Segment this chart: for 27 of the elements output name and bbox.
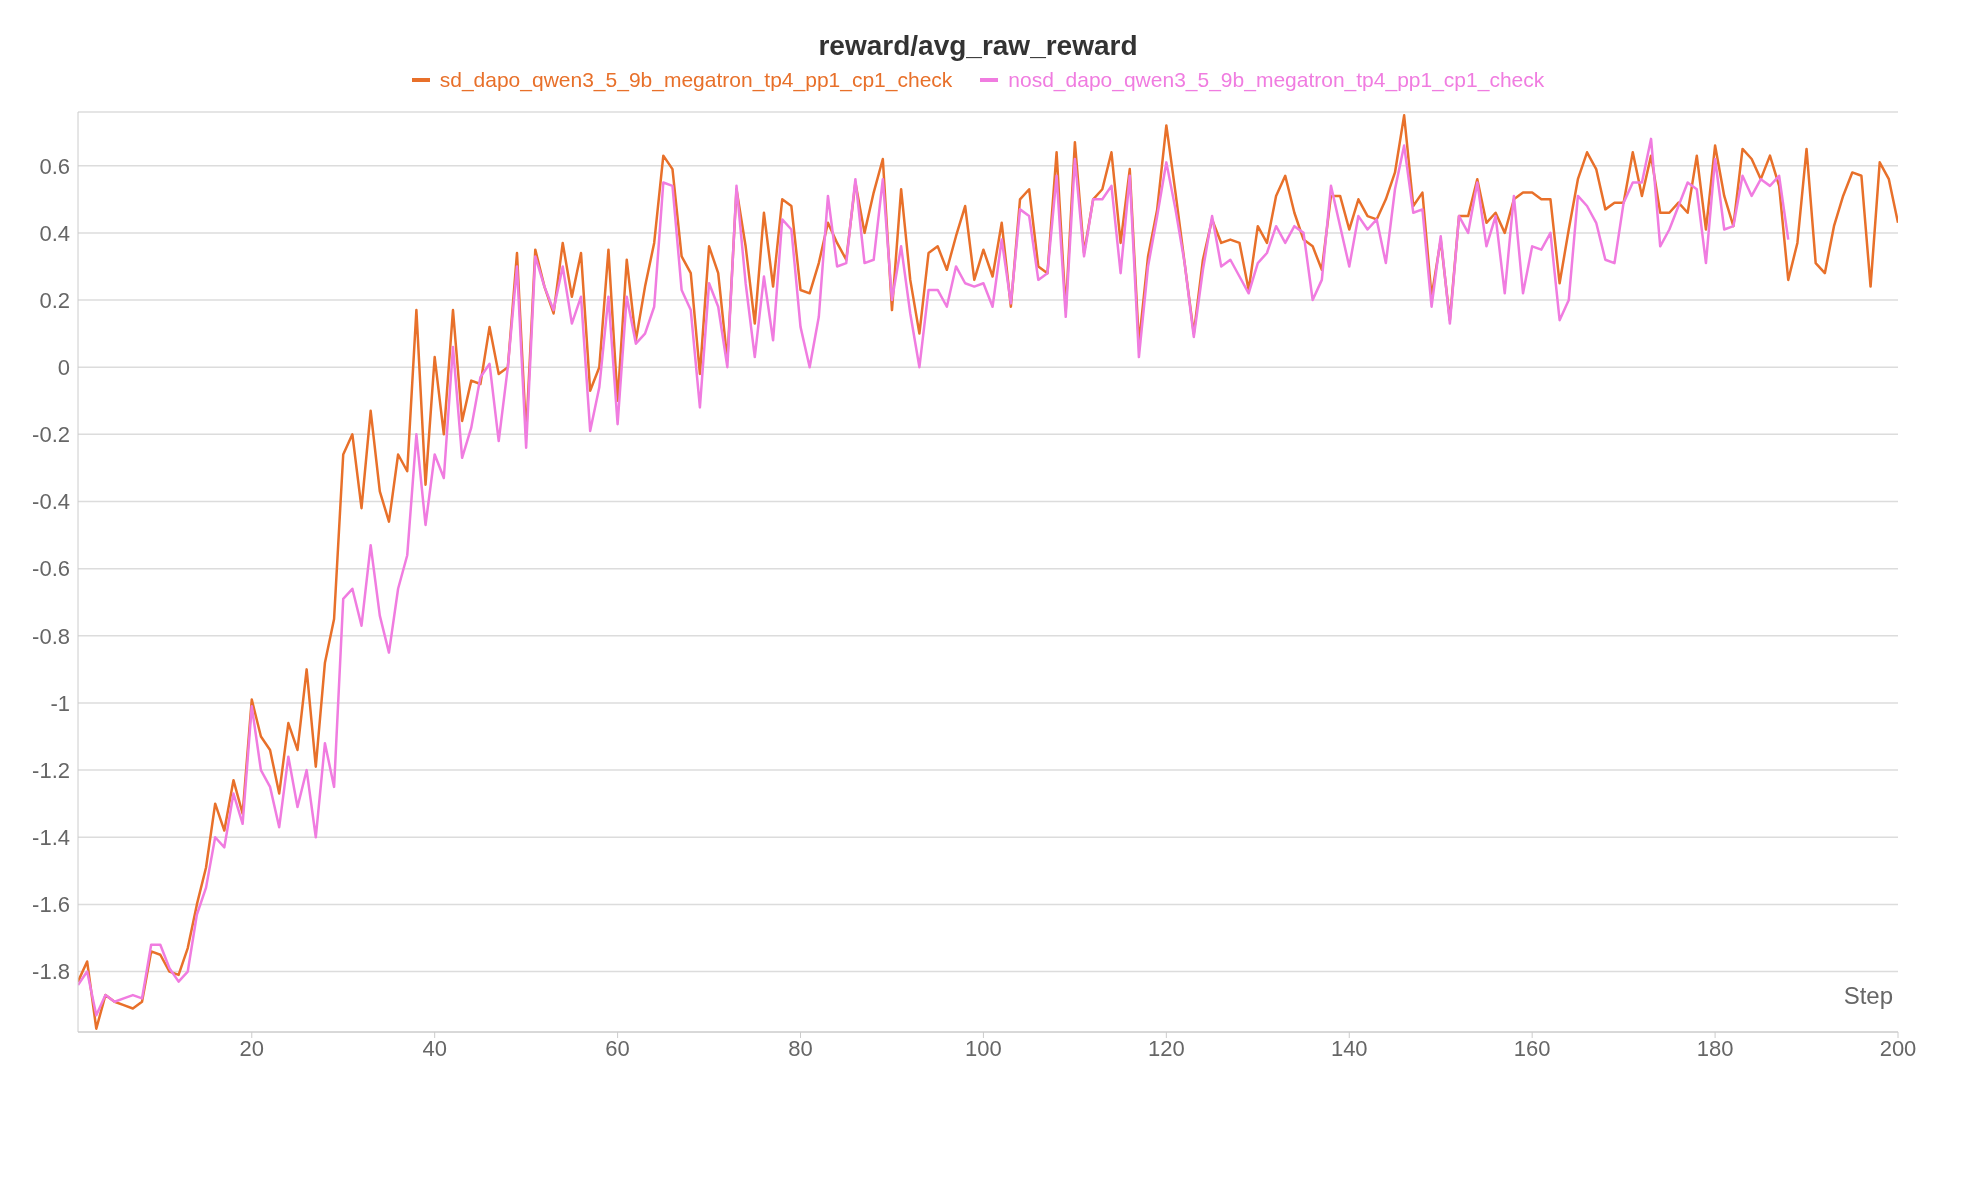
y-tick-label: -1.4 <box>32 825 70 851</box>
y-tick-label: -1 <box>50 690 70 716</box>
y-tick-label: -1.2 <box>32 757 70 783</box>
y-tick-label: 0.6 <box>39 153 70 179</box>
y-tick-label: 0 <box>57 354 70 380</box>
y-tick-label: -0.6 <box>32 556 70 582</box>
x-tick-label: 200 <box>1879 1035 1917 1061</box>
y-tick-label: 0.4 <box>39 220 70 246</box>
chart-title: reward/avg_raw_reward <box>817 29 1139 62</box>
y-tick-label: -1.8 <box>32 959 70 985</box>
x-axis-title: Step <box>1843 982 1893 1010</box>
legend-label: sd_dapo_qwen3_5_9b_megatron_tp4_pp1_cp1_check <box>439 68 953 92</box>
y-tick-label: -0.8 <box>32 623 70 649</box>
x-tick-label: 80 <box>788 1035 813 1061</box>
x-tick-label: 180 <box>1696 1035 1734 1061</box>
x-tick-label: 120 <box>1147 1035 1185 1061</box>
x-tick-label: 40 <box>422 1035 447 1061</box>
x-tick-label: 100 <box>965 1035 1002 1061</box>
x-tick-label: 60 <box>605 1035 630 1061</box>
y-tick-label: -0.4 <box>32 489 70 515</box>
y-tick-label: 0.2 <box>39 287 70 313</box>
legend-label: nosd_dapo_qwen3_5_9b_megatron_tp4_pp1_cp1_check <box>1008 68 1545 92</box>
x-tick-label: 140 <box>1330 1035 1368 1061</box>
y-tick-label: -0.2 <box>32 422 70 448</box>
x-tick-label: 20 <box>239 1035 265 1061</box>
y-tick-label: -1.6 <box>32 892 70 918</box>
x-tick-label: 160 <box>1513 1035 1551 1061</box>
